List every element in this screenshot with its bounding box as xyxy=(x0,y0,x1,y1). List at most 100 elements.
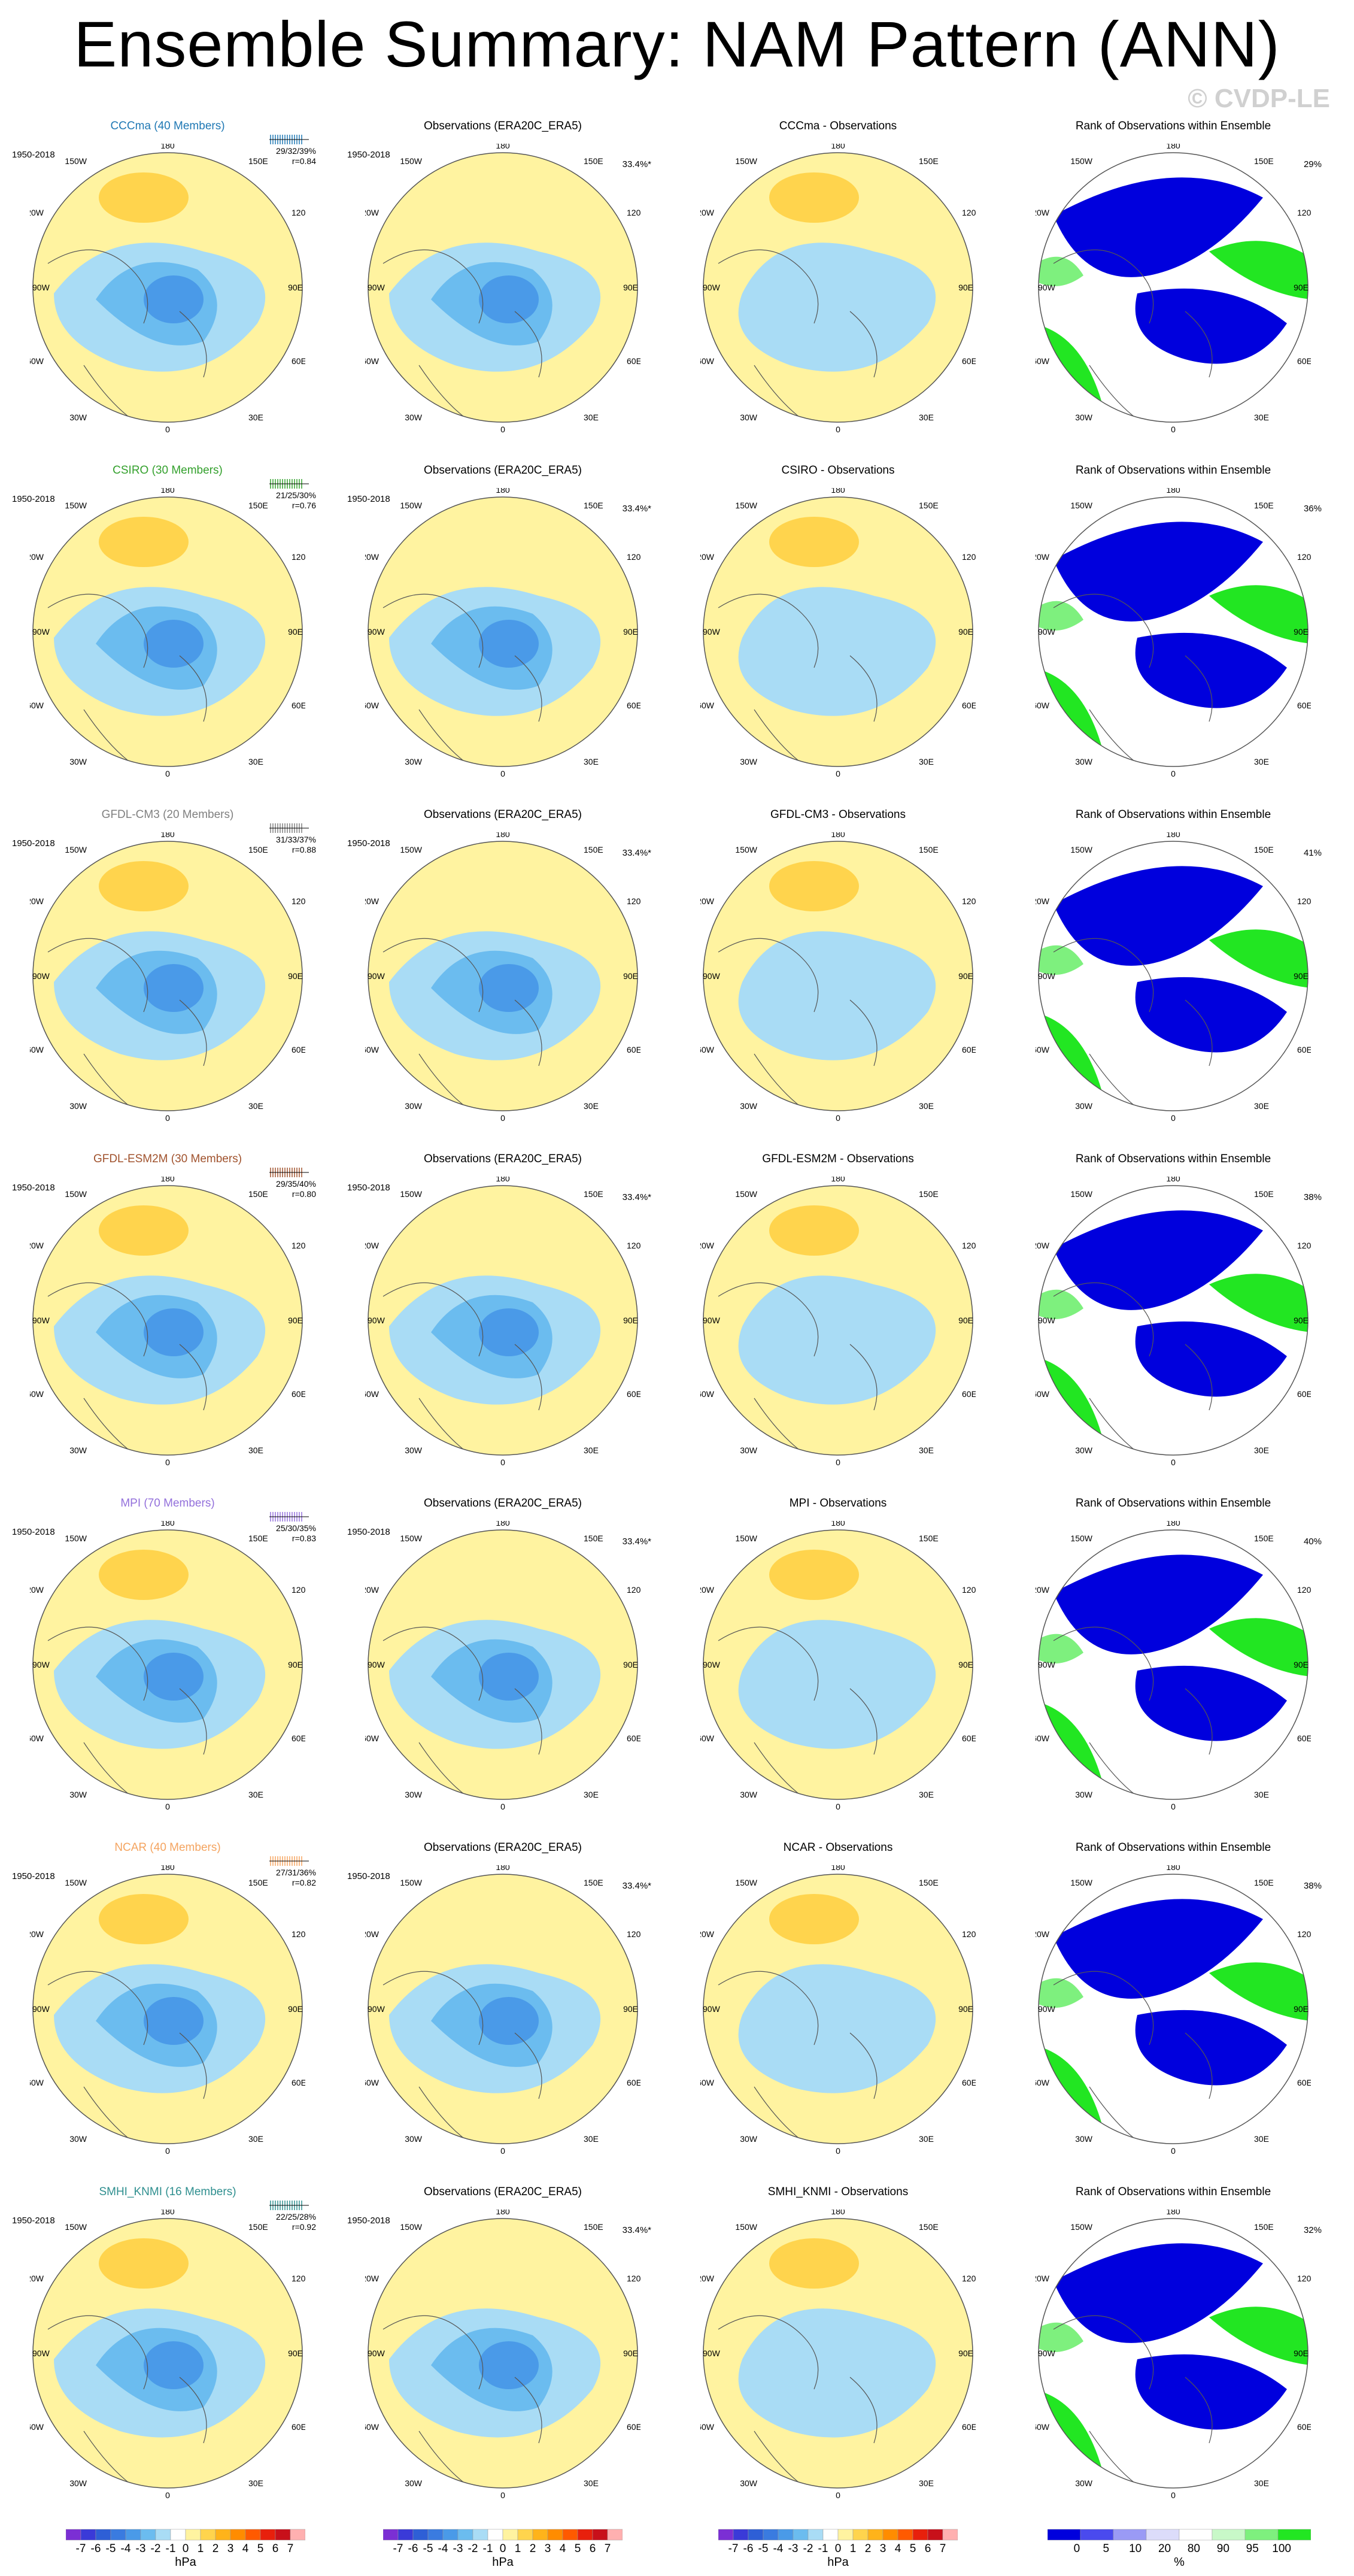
colorbar-tick-label: 1 xyxy=(515,2542,521,2555)
lon-label: 30E xyxy=(584,1101,599,1111)
period-label: 1950-2018 xyxy=(12,1527,55,1537)
lon-label: 30W xyxy=(740,413,758,422)
polar-map: 180 0 90W 90E 150W 150E 120W 120E 60W 60E 30W 30E xyxy=(22,1174,311,1467)
colorbar-swatch xyxy=(607,2529,623,2541)
lon-label: 120E xyxy=(1297,552,1311,562)
lon-label: 90E xyxy=(958,283,973,292)
rank-pct: 29% xyxy=(1303,159,1322,169)
lon-label: 90W xyxy=(32,1316,50,1325)
lon-label: 60E xyxy=(627,356,640,366)
coastline xyxy=(382,593,542,764)
colorbar-swatch xyxy=(457,2529,473,2541)
lon-label: 30W xyxy=(740,1101,758,1111)
lon-label: 30E xyxy=(1254,1101,1269,1111)
negative-anomaly-center xyxy=(144,2341,204,2389)
lon-label: 90E xyxy=(288,1316,303,1325)
lon-label: 180 xyxy=(1166,2210,1180,2216)
pct-explained: 21/25/30% xyxy=(276,490,316,500)
panel-rank-0: Rank of Observations within Ensemble 29% 1… xyxy=(1012,120,1335,455)
colorbar-tick-label: 6 xyxy=(590,2542,596,2555)
rank-high-region xyxy=(1039,256,1083,286)
lon-label: 150E xyxy=(1254,501,1274,510)
colorbar-swatch xyxy=(412,2529,429,2541)
lon-label: 90W xyxy=(368,627,385,637)
positive-anomaly-center xyxy=(99,861,189,911)
polar-map: 180 0 90W 90E 150W 150E 120W 120E 60W 60E 30W 30E xyxy=(692,1862,981,2156)
lon-label: 120E xyxy=(292,552,305,562)
colorbar-swatch xyxy=(1146,2529,1180,2541)
obs-title: Observations (ERA20C_ERA5) xyxy=(424,464,582,477)
lon-label: 150W xyxy=(65,501,87,510)
positive-anomaly-center xyxy=(99,2238,189,2289)
obs-pct-explained: 33.4%* xyxy=(622,1536,651,1547)
lon-label: 60W xyxy=(30,701,44,710)
colorbar-swatch xyxy=(1212,2529,1246,2541)
pct-explained: 29/35/40% xyxy=(276,1179,316,1189)
positive-anomaly-center xyxy=(769,2238,859,2289)
lon-label: 150E xyxy=(248,501,268,510)
lon-label: 90W xyxy=(1038,627,1056,637)
map-frame: 180 0 90W 90E 150W 150E 120W 120E 60W 60E 30W 30E xyxy=(357,1862,646,2156)
lon-label: 60W xyxy=(700,1734,715,1743)
rank-low-region xyxy=(1054,177,1263,277)
lon-label: 30W xyxy=(69,2478,87,2488)
map-border xyxy=(32,1874,303,2144)
colorbar-tick-label: -2 xyxy=(151,2542,161,2555)
colorbar-tick-label: -5 xyxy=(758,2542,769,2555)
polar-map: 180 0 90W 90E 150W 150E 120W 120E 60W 60E 30W 30E xyxy=(357,141,646,434)
coastline xyxy=(718,1626,878,1797)
lon-label: 90E xyxy=(623,283,638,292)
panel-rank-2: Rank of Observations within Ensemble 41% 1… xyxy=(1012,808,1335,1144)
map-border xyxy=(703,841,973,1111)
pattern-correlation: r=0.88 xyxy=(292,845,316,854)
lon-label: 120W xyxy=(30,208,44,217)
polar-map: 180 0 90W 90E 150W 150E 120W 120E 60W 60E 30W 30E xyxy=(22,141,311,434)
colorbar-tick-label: 5 xyxy=(575,2542,581,2555)
lon-label: 0 xyxy=(1171,1113,1176,1122)
lon-label: 60E xyxy=(962,356,976,366)
panel-diff-4: MPI - Observations 180 0 90W 90E 150W 150E 120W… xyxy=(676,1497,1000,1832)
map-frame: 180 0 90W 90E 150W 150E 120W 120E 60W 60E 30W 30E xyxy=(692,141,981,434)
rank-low-region xyxy=(1054,1554,1263,1654)
model-title: MPI (70 Members) xyxy=(120,1497,215,1510)
lon-label: 60W xyxy=(700,2422,715,2432)
lon-label: 30E xyxy=(1254,2134,1269,2144)
lon-label: 120E xyxy=(292,1585,305,1595)
lon-label: 60E xyxy=(627,1734,640,1743)
obs-title: Observations (ERA20C_ERA5) xyxy=(424,120,582,132)
lon-label: 120W xyxy=(365,2274,380,2283)
lon-label: 90W xyxy=(1038,971,1056,981)
colorbar-swatch xyxy=(748,2529,764,2541)
lon-label: 30E xyxy=(584,413,599,422)
map-border xyxy=(368,2218,638,2489)
panel-diff-6: SMHI_KNMI - Observations 180 0 90W 90E 150W 15… xyxy=(676,2186,1000,2521)
lon-label: 180 xyxy=(496,1865,510,1872)
map-frame: 180 0 90W 90E 150W 150E 120W 120E 60W 60E 30W 30E xyxy=(22,1174,311,1467)
map-border xyxy=(1038,1185,1309,1456)
lon-label: 150W xyxy=(1070,1534,1092,1543)
colorbar-tick-label: -5 xyxy=(423,2542,433,2555)
lon-label: 30W xyxy=(405,1790,423,1799)
lon-label: 120W xyxy=(700,896,715,906)
diff-title: GFDL-ESM2M - Observations xyxy=(762,1153,914,1165)
lon-label: 90W xyxy=(703,971,721,981)
colorbar-tick-label: -1 xyxy=(483,2542,493,2555)
lon-label: 180 xyxy=(160,488,175,495)
rank-high-region xyxy=(1209,241,1308,299)
rank-title: Rank of Observations within Ensemble xyxy=(1075,1153,1271,1165)
lon-label: 150W xyxy=(1070,1189,1092,1199)
lon-label: 120W xyxy=(700,208,715,217)
lon-label: 60E xyxy=(292,1045,305,1054)
coastline xyxy=(1053,2315,1213,2486)
model-stats: 22/25/28% r=0.92 xyxy=(276,2212,316,2232)
rank-pct: 32% xyxy=(1303,2225,1322,2235)
lon-label: 180 xyxy=(160,1521,175,1528)
lon-label: 90W xyxy=(32,2004,50,2014)
colorbar-swatch xyxy=(170,2529,186,2541)
colorbar-swatch xyxy=(275,2529,291,2541)
lon-label: 150E xyxy=(1254,1189,1274,1199)
lon-label: 150W xyxy=(735,1878,757,1887)
lon-label: 60W xyxy=(1036,1734,1050,1743)
panel-obs-6: Observations (ERA20C_ERA5) 1950-2018 33.4%… xyxy=(341,2186,664,2521)
lon-label: 90W xyxy=(703,1316,721,1325)
